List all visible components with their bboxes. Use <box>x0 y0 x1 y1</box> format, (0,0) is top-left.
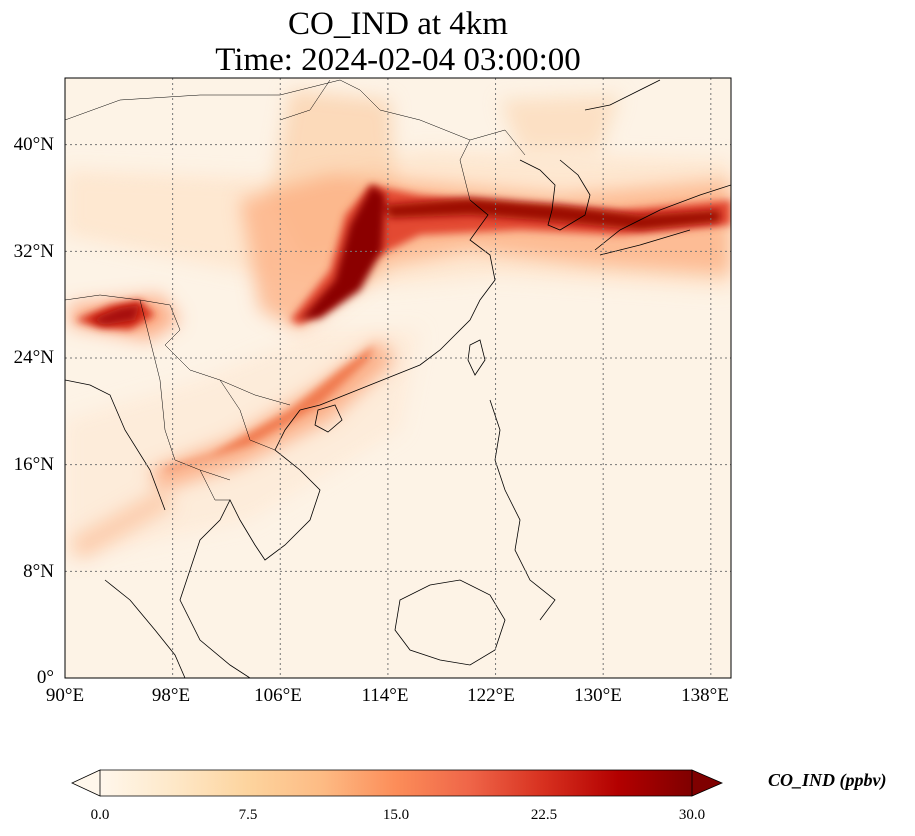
korea-coastline <box>519 159 591 231</box>
map-gridlines <box>65 78 731 678</box>
colorbar-outline <box>100 769 692 797</box>
country-borders <box>65 79 526 501</box>
colorbar-tick-30: 30.0 <box>678 807 706 823</box>
hainan-coastline <box>314 404 343 433</box>
colorbar-max-extend <box>691 769 724 797</box>
china-coastline <box>299 199 496 411</box>
myanmar-coastline <box>65 379 166 511</box>
japan-coastline <box>584 79 731 256</box>
lon-label-114e: 114°E <box>361 685 409 706</box>
colorbar-min-extend <box>71 769 101 797</box>
coastlines <box>65 79 731 678</box>
map-timestamp: Time: 2024-02-04 03:00:00 <box>215 42 581 78</box>
lat-label-40n: 40°N <box>13 134 54 155</box>
lat-label-16n: 16°N <box>13 454 54 475</box>
map-title: CO_IND at 4km <box>288 6 508 42</box>
philippines-coastline <box>489 399 556 621</box>
lat-label-0: 0° <box>36 667 54 688</box>
map-frame <box>64 77 732 679</box>
taiwan-coastline <box>467 339 486 376</box>
lon-label-122e: 122°E <box>467 685 515 706</box>
sumatra-coastline <box>104 579 186 678</box>
indochina-coastline <box>179 409 321 678</box>
co-concentration-field <box>65 78 731 678</box>
lon-label-98e: 98°E <box>151 685 191 706</box>
colorbar-label: CO_IND (ppbv) <box>768 770 887 790</box>
colorbar-tick-15: 15.0 <box>382 807 410 823</box>
colorbar <box>71 769 724 797</box>
colorbar-tick-0: 0.0 <box>90 807 110 823</box>
lon-label-130e: 130°E <box>574 685 622 706</box>
colorbar-tick-7-5: 7.5 <box>238 807 258 823</box>
lat-label-24n: 24°N <box>13 347 54 368</box>
lon-label-90e: 90°E <box>45 685 85 706</box>
lat-label-32n: 32°N <box>13 241 54 262</box>
colorbar-gradient <box>100 770 692 796</box>
lat-label-8n: 8°N <box>23 561 54 582</box>
lon-label-106e: 106°E <box>254 685 302 706</box>
lon-label-138e: 138°E <box>681 685 729 706</box>
borneo-coastline <box>394 579 506 666</box>
colorbar-tick-22-5: 22.5 <box>530 807 558 823</box>
